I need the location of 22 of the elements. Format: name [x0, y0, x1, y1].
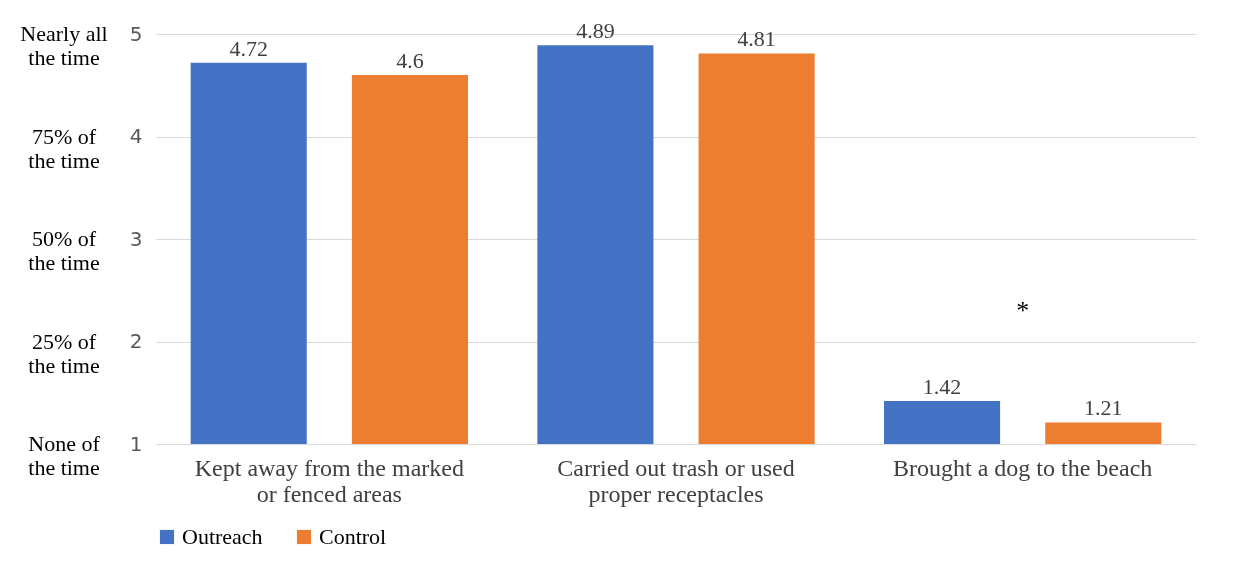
data-label: 1.42 [922, 373, 962, 399]
data-label: 4.72 [229, 35, 268, 61]
legend-label: Control [319, 524, 387, 549]
data-label: 4.89 [576, 18, 615, 44]
y-tick-label: 3 [129, 226, 143, 251]
data-label: 4.81 [737, 26, 776, 52]
legend-label: Outreach [182, 524, 263, 549]
text: 75% of the time [28, 123, 100, 173]
x-tick-label: Brought a dog to the beach [893, 454, 1153, 481]
text: Nearly all the time [20, 21, 108, 70]
data-label: 4.6 [396, 48, 424, 73]
text: 25% of the time [28, 328, 100, 378]
text: None of the time [28, 431, 101, 480]
y-tick-label: 2 [129, 329, 143, 353]
y-tick-label: 4 [129, 124, 143, 148]
text: 50% of the time [28, 226, 100, 275]
x-tick-label: Kept away from the marked or fenced areas [194, 454, 464, 507]
y-tick-label: 5 [129, 21, 143, 46]
y-tick-label: 1 [129, 431, 143, 456]
annotation: * [1016, 295, 1030, 325]
x-tick-label: Carried out trash or used proper receptacles [557, 454, 795, 507]
data-label: 1.21 [1084, 395, 1123, 421]
